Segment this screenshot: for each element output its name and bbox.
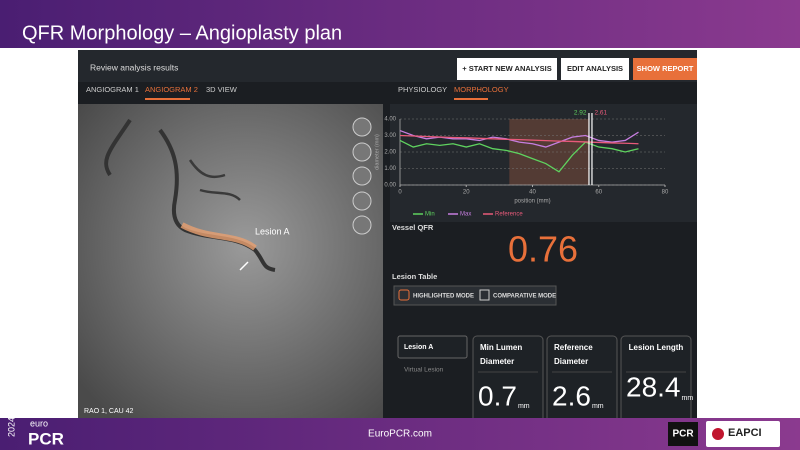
x-tick-label: 20: [463, 190, 470, 196]
tool-button[interactable]: [352, 215, 372, 235]
logo-box: [706, 421, 780, 447]
tab-indicator: [454, 98, 488, 100]
y-tick-label: 2.00: [384, 150, 396, 156]
card-value: 2.6: [552, 380, 591, 411]
tab[interactable]: ANGIOGRAM 2: [145, 85, 198, 94]
x-tick-label: 60: [595, 190, 602, 196]
vessel: [188, 159, 241, 201]
tool-button[interactable]: [352, 191, 372, 211]
lesion-segment: [180, 222, 257, 251]
x-axis-label: position (mm): [514, 199, 550, 205]
tab[interactable]: PHYSIOLOGY: [398, 85, 447, 94]
series-line: [399, 139, 639, 173]
logo-icon: [712, 428, 724, 440]
lesion-marker: [239, 261, 249, 271]
card-title: Lesion Length: [629, 343, 684, 352]
footer-bar: [0, 418, 800, 450]
button[interactable]: [561, 58, 629, 80]
button[interactable]: [633, 58, 697, 80]
card-title: Reference: [554, 343, 593, 352]
mode-button[interactable]: COMPARATIVE MODE: [493, 294, 556, 300]
logo-pcr: PCR: [672, 429, 694, 440]
logo-eapci: EAPCI: [728, 427, 762, 439]
lesion-item[interactable]: [397, 335, 468, 359]
vessel: [104, 118, 276, 272]
lesion-item-label: Virtual Lesion: [404, 367, 444, 374]
lesion-item-label: Lesion A: [404, 344, 433, 351]
button[interactable]: [457, 58, 557, 80]
view-label: RAO 1, CAU 42: [84, 408, 134, 415]
title-bar: [0, 0, 800, 48]
logo-year: 2024: [6, 417, 16, 437]
tab[interactable]: 3D VIEW: [206, 85, 238, 94]
logo-box: [668, 422, 698, 446]
angiogram: [78, 104, 383, 418]
y-tick-label: 3.00: [384, 133, 396, 139]
card-unit: mm: [518, 403, 530, 410]
icon: [398, 289, 410, 301]
legend-label: Min: [425, 212, 435, 218]
icon: [479, 289, 490, 301]
series-line: [399, 134, 639, 145]
y-tick-label: 4.00: [384, 117, 396, 123]
tool-button[interactable]: [352, 142, 372, 162]
mode-toggle: [393, 285, 557, 306]
cursor-value: 2.61: [594, 110, 607, 117]
button-label: SHOW REPORT: [637, 64, 694, 73]
card-title: Min Lumen: [480, 343, 522, 352]
card-title: Diameter: [480, 357, 514, 366]
mode-button[interactable]: HIGHLIGHTED MODE: [413, 294, 474, 300]
x-tick-label: 0: [398, 190, 402, 196]
legend-label: Max: [460, 212, 471, 218]
chart: 0.00 1.00 2.00 3.00 4.00 0 20 40 60 80 position (m…: [374, 110, 669, 218]
card-unit: mm: [592, 403, 604, 410]
section-label: Lesion Table: [392, 272, 437, 281]
y-tick-label: 0.00: [384, 183, 396, 189]
logo-euro: euro: [30, 418, 48, 428]
footer-text: EuroPCR.com: [368, 429, 432, 440]
section-label: Vessel QFR: [392, 223, 434, 232]
cursor-value: 2.92: [574, 110, 587, 117]
tool-button[interactable]: [352, 117, 372, 137]
button-label: + START NEW ANALYSIS: [462, 64, 552, 73]
y-axis-label: diameter (mm): [374, 134, 380, 170]
slide-title: QFR Morphology – Angioplasty plan: [22, 22, 342, 44]
tab[interactable]: MORPHOLOGY: [454, 85, 509, 94]
tab-indicator: [145, 98, 190, 100]
legend-label: Reference: [495, 212, 523, 218]
logo-pcr: PCR: [28, 429, 64, 448]
button-label: EDIT ANALYSIS: [567, 64, 623, 73]
tab[interactable]: ANGIOGRAM 1: [86, 85, 139, 94]
toolbar: [352, 117, 372, 235]
y-tick-label: 1.00: [384, 166, 396, 172]
card-value: 0.7: [478, 380, 517, 411]
card-title: Diameter: [554, 357, 588, 366]
vessel-qfr: 0.76: [508, 229, 578, 270]
header-text: Review analysis results: [90, 62, 178, 72]
card-value: 28.4: [626, 371, 681, 402]
x-tick-label: 40: [529, 190, 536, 196]
card-unit: mm: [682, 395, 694, 402]
tool-button[interactable]: [352, 166, 372, 186]
x-tick-label: 80: [662, 190, 669, 196]
lesion-label: Lesion A: [255, 226, 290, 236]
